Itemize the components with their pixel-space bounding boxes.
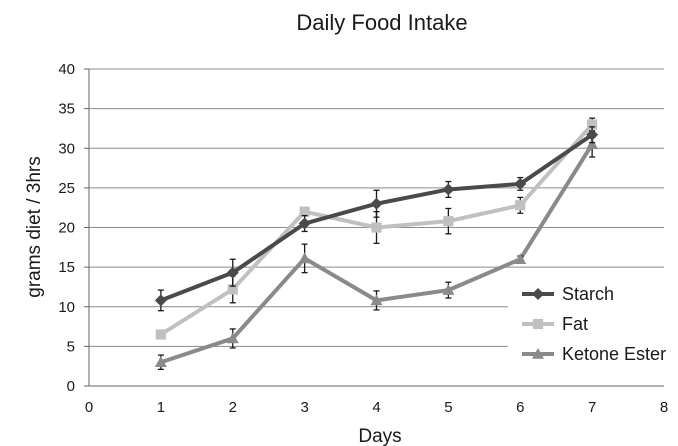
x-tick-labels: 0 1 2 3 4 5 6 7 8 xyxy=(85,399,668,416)
x-tick-label: 1 xyxy=(157,399,165,416)
y-tick-labels: 0 5 10 15 20 25 30 35 40 xyxy=(58,61,75,395)
gridlines xyxy=(89,68,664,347)
legend: Starch Fat Ketone Ester xyxy=(508,274,678,378)
data-point-starch xyxy=(226,266,239,279)
y-tick-label: 25 xyxy=(58,180,75,197)
data-point-starch xyxy=(298,217,311,230)
y-tick-label: 35 xyxy=(58,101,75,118)
x-tick-label: 4 xyxy=(372,399,380,416)
data-point-starch xyxy=(370,197,383,210)
chart-title: Daily Food Intake xyxy=(296,10,467,35)
data-point-ketone-ester xyxy=(154,356,167,368)
data-point-starch xyxy=(154,294,167,307)
data-point-ketone-ester xyxy=(586,138,599,150)
legend-label-starch: Starch xyxy=(562,284,614,304)
series-group xyxy=(154,117,599,371)
legend-label-fat: Fat xyxy=(562,314,588,334)
y-tick-label: 40 xyxy=(58,61,75,78)
data-point-fat xyxy=(227,284,238,295)
x-tick-label: 3 xyxy=(300,399,308,416)
data-point-fat xyxy=(371,222,382,233)
axes xyxy=(84,68,664,387)
data-point-fat xyxy=(587,119,598,130)
y-tick-label: 15 xyxy=(58,259,75,276)
legend-label-ketone-ester: Ketone Ester xyxy=(562,344,666,364)
x-tick-label: 0 xyxy=(85,399,93,416)
data-point-fat xyxy=(443,216,454,227)
data-point-ketone-ester xyxy=(298,252,311,264)
data-point-starch xyxy=(442,183,455,196)
data-point-starch xyxy=(514,177,527,190)
y-tick-label: 0 xyxy=(67,378,75,395)
data-point-ketone-ester xyxy=(442,284,455,295)
data-point-fat xyxy=(299,206,310,217)
x-tick-label: 5 xyxy=(444,399,452,416)
data-point-ketone-ester xyxy=(514,253,527,264)
series-ketone-ester xyxy=(154,130,599,371)
x-tick-label: 2 xyxy=(229,399,237,416)
y-tick-label: 20 xyxy=(58,220,75,237)
y-tick-label: 5 xyxy=(67,338,75,355)
y-tick-label: 10 xyxy=(58,299,75,316)
legend-marker-starch xyxy=(532,288,544,300)
series-starch xyxy=(154,126,599,312)
data-point-starch xyxy=(586,128,599,141)
data-point-fat xyxy=(155,329,166,340)
legend-marker-fat xyxy=(532,318,544,330)
y-axis-title: grams diet / 3hrs xyxy=(24,156,45,298)
x-axis-title: Days xyxy=(358,426,401,446)
data-point-fat xyxy=(515,200,526,211)
data-point-ketone-ester xyxy=(226,332,239,344)
data-point-ketone-ester xyxy=(370,294,383,306)
y-tick-label: 30 xyxy=(58,140,75,157)
x-tick-label: 8 xyxy=(660,399,668,416)
legend-marker-ketone-ester xyxy=(532,348,544,359)
x-tick-label: 7 xyxy=(588,399,596,416)
x-tick-label: 6 xyxy=(516,399,524,416)
series-fat xyxy=(155,117,598,340)
